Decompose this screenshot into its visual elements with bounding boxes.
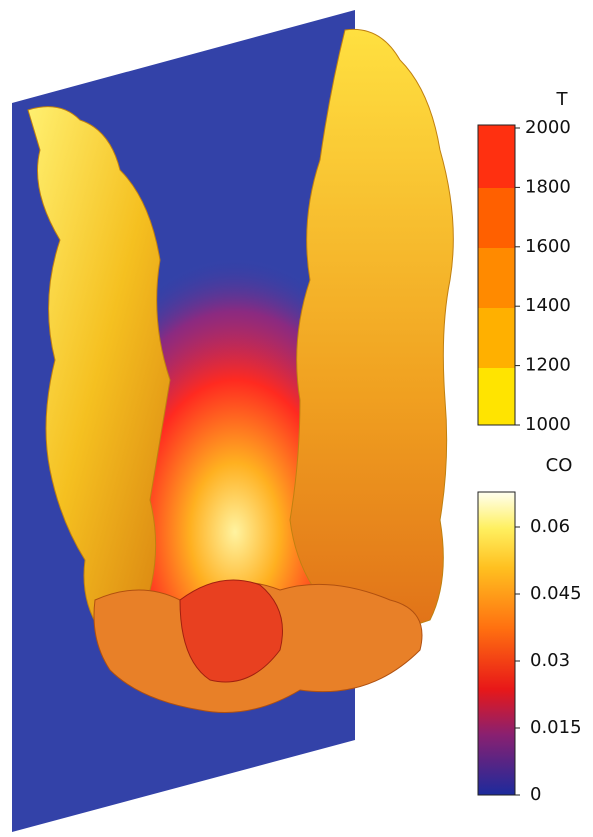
color-band <box>478 125 515 188</box>
co-colorbar: CO <box>477 455 573 796</box>
tick-label: 1000 <box>525 414 571 435</box>
scene <box>12 10 454 832</box>
color-band <box>478 308 515 368</box>
colorbar-frame <box>477 124 516 426</box>
color-band <box>478 248 515 308</box>
colorbar-frame <box>477 491 516 796</box>
tick-label: 0.06 <box>530 516 570 537</box>
tick-label: 0.03 <box>530 650 570 671</box>
color-band <box>478 368 515 425</box>
tick-label: 0 <box>530 784 541 805</box>
tick-label: 1400 <box>525 295 571 316</box>
tick-label: 0.015 <box>530 717 582 738</box>
hot-core-surface <box>179 579 283 683</box>
tick-label: 1200 <box>525 355 571 376</box>
temperature-colorbar: T <box>477 89 569 426</box>
right-flame-surface <box>289 28 454 641</box>
left-flame-surface <box>27 106 171 631</box>
colorbar-title: CO <box>546 455 573 476</box>
tick-label: 1800 <box>525 176 571 197</box>
colorbar-title: T <box>556 89 569 110</box>
tick-label: 1600 <box>525 236 571 257</box>
tick-label: 2000 <box>525 117 571 138</box>
tick-label: 0.045 <box>530 583 582 604</box>
color-band <box>478 188 515 248</box>
